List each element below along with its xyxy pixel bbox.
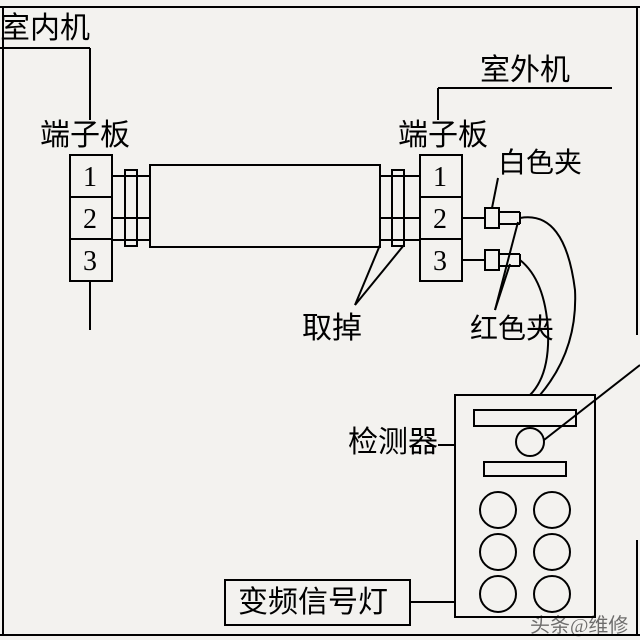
terminal-left-1: 1: [83, 162, 97, 193]
label-outdoor-unit: 室外机: [480, 54, 570, 87]
label-terminal-right: 端子板: [398, 119, 488, 152]
terminal-left-3: 3: [83, 246, 97, 277]
terminal-right-1: 1: [433, 162, 447, 193]
label-remove: 取掉: [302, 312, 362, 345]
label-terminal-left: 端子板: [40, 119, 130, 152]
label-signal-lamp: 变频信号灯: [238, 586, 388, 619]
label-red-clip: 红色夹: [470, 313, 554, 345]
label-white-clip: 白色夹: [498, 147, 582, 179]
wiring-diagram: 室内机 室外机 端子板 端子板 1 2 3 1 2 3: [0, 0, 640, 640]
watermark: 头条@维修: [530, 614, 628, 637]
terminal-right-3: 3: [433, 246, 447, 277]
label-detector: 检测器: [348, 426, 438, 459]
label-indoor-unit: 室内机: [0, 12, 90, 45]
terminal-right-2: 2: [433, 204, 447, 235]
terminal-left-2: 2: [83, 204, 97, 235]
